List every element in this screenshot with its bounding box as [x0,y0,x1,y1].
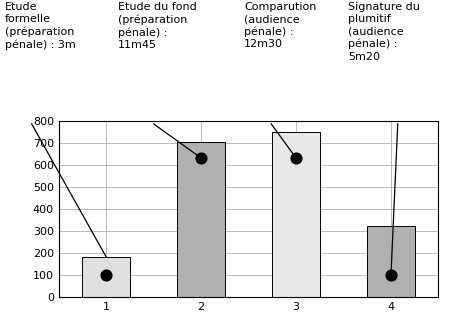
Text: Etude
formelle
(préparation
pénale) : 3m: Etude formelle (préparation pénale) : 3m [5,2,75,50]
Point [292,156,299,161]
Point [197,156,204,161]
Text: Signature du
plumitif
(audience
pénale) :
5m20: Signature du plumitif (audience pénale) … [347,2,419,62]
Bar [366,226,414,297]
Text: Comparution
(audience
pénale) :
12m30: Comparution (audience pénale) : 12m30 [244,2,316,50]
Text: Etude du fond
(préparation
pénale) :
11m45: Etude du fond (préparation pénale) : 11m… [117,2,196,50]
Point [387,272,394,277]
Point [102,272,110,277]
Bar [177,141,225,297]
Bar [272,132,319,297]
Bar [83,257,130,297]
